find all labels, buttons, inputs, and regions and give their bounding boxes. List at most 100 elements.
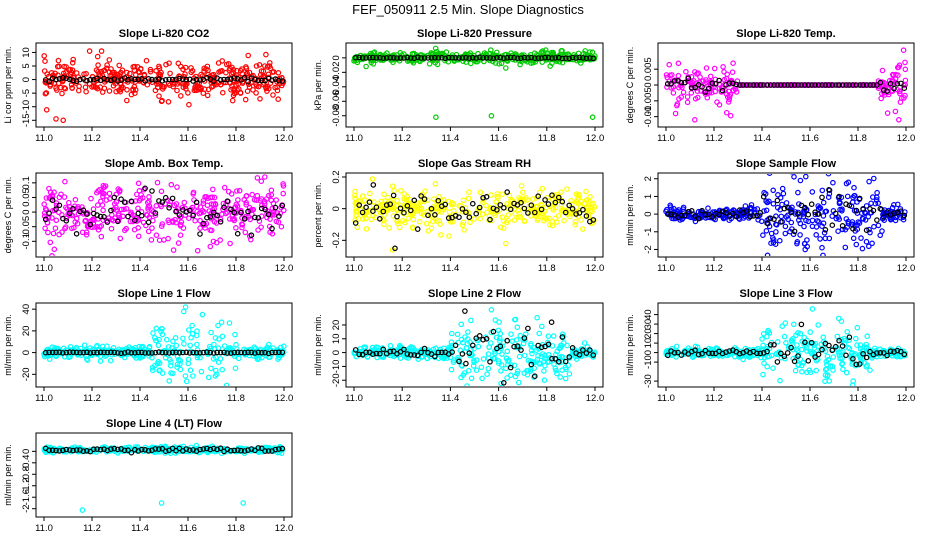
slope-point — [72, 219, 79, 225]
mean-point — [373, 204, 380, 211]
slope-point — [230, 86, 236, 92]
mean-point — [383, 202, 390, 208]
slope-point — [559, 47, 565, 54]
mean-point — [538, 55, 545, 61]
slope-point — [766, 198, 772, 205]
slope-point — [460, 219, 467, 226]
slope-point — [874, 189, 880, 196]
mean-point — [128, 198, 135, 205]
mean-point — [695, 351, 702, 358]
slope-point — [221, 184, 228, 191]
mean-point — [898, 208, 904, 215]
mean-point — [521, 205, 528, 212]
mean-point — [791, 358, 798, 365]
slope-point — [149, 364, 156, 371]
mean-point — [778, 219, 784, 225]
mean-point — [771, 341, 777, 348]
slope-point — [777, 195, 784, 201]
mean-point — [90, 446, 97, 453]
slope-point — [781, 333, 788, 340]
mean-point — [706, 211, 712, 218]
slope-point — [492, 350, 498, 357]
slope-point — [830, 367, 836, 373]
slope-point — [558, 353, 565, 360]
mean-point — [573, 211, 579, 217]
mean-point — [200, 446, 207, 452]
outlier-point — [86, 48, 93, 54]
mean-point — [445, 215, 452, 221]
slope-point — [250, 87, 256, 93]
slope-point — [503, 219, 510, 226]
x-tick-label: 11.4 — [753, 263, 771, 274]
mean-point — [104, 349, 111, 356]
mean-point — [159, 78, 166, 84]
mean-point — [363, 55, 369, 61]
mean-point — [531, 209, 538, 216]
slope-point — [890, 72, 897, 78]
mean-point — [736, 207, 743, 213]
slope-point — [135, 180, 142, 187]
mean-point — [97, 213, 104, 220]
mean-point — [562, 209, 569, 216]
slope-point — [362, 197, 368, 203]
mean-point — [528, 54, 535, 61]
mean-point — [504, 337, 511, 344]
x-tick-label: 12.0 — [275, 263, 294, 274]
slope-point — [766, 174, 773, 176]
slope-point — [259, 202, 265, 209]
mean-point — [805, 211, 812, 218]
mean-point — [49, 197, 56, 204]
slope-point — [66, 199, 72, 206]
x-tick-label: 12.0 — [275, 523, 294, 534]
mean-point — [145, 448, 152, 454]
mean-point — [200, 220, 207, 227]
mean-point — [747, 82, 753, 88]
mean-point — [812, 354, 818, 360]
mean-point — [56, 202, 63, 209]
slope-point — [519, 189, 526, 196]
slope-point — [684, 94, 691, 100]
slope-point — [479, 211, 486, 218]
slope-point — [146, 344, 153, 351]
mean-point — [387, 201, 394, 208]
slope-point — [863, 238, 870, 245]
slope-point — [692, 352, 699, 359]
mean-point — [121, 447, 128, 454]
slope-point — [228, 191, 235, 197]
panel-4: Slope Amb. Box Temp.11.0 11.2 11.4 11.6 11.8… — [3, 158, 293, 274]
slope-point — [186, 215, 192, 222]
outlier-point — [541, 377, 548, 384]
slope-point — [69, 85, 75, 91]
slope-point — [782, 223, 789, 230]
mean-point — [180, 349, 186, 356]
mean-point — [421, 55, 428, 61]
mean-point — [699, 84, 705, 90]
slope-point — [405, 215, 411, 222]
mean-point — [538, 206, 545, 213]
mean-point — [559, 198, 566, 205]
mean-point — [843, 82, 849, 88]
mean-point — [376, 54, 383, 61]
mean-point — [712, 210, 719, 217]
slope-point — [854, 324, 861, 331]
slope-point — [353, 205, 360, 212]
mean-point — [552, 199, 559, 206]
slope-point — [515, 207, 521, 214]
x-tick-label: 11.6 — [179, 133, 197, 144]
mean-point — [678, 212, 685, 219]
mean-point — [438, 349, 445, 356]
x-tick-label: 11.8 — [538, 393, 556, 404]
x-tick-label: 12.0 — [897, 263, 916, 274]
slope-point — [844, 193, 851, 200]
y-tick-label: -0.2 — [331, 232, 342, 248]
slope-point — [223, 61, 230, 68]
mean-point — [265, 211, 272, 218]
slope-point — [52, 352, 59, 359]
mean-point — [583, 55, 590, 62]
y-tick-label: -10 — [21, 100, 32, 114]
slope-point — [89, 224, 95, 231]
slope-point — [503, 355, 510, 362]
slope-point — [189, 68, 196, 74]
mean-point — [56, 76, 63, 82]
slope-point — [550, 333, 557, 339]
